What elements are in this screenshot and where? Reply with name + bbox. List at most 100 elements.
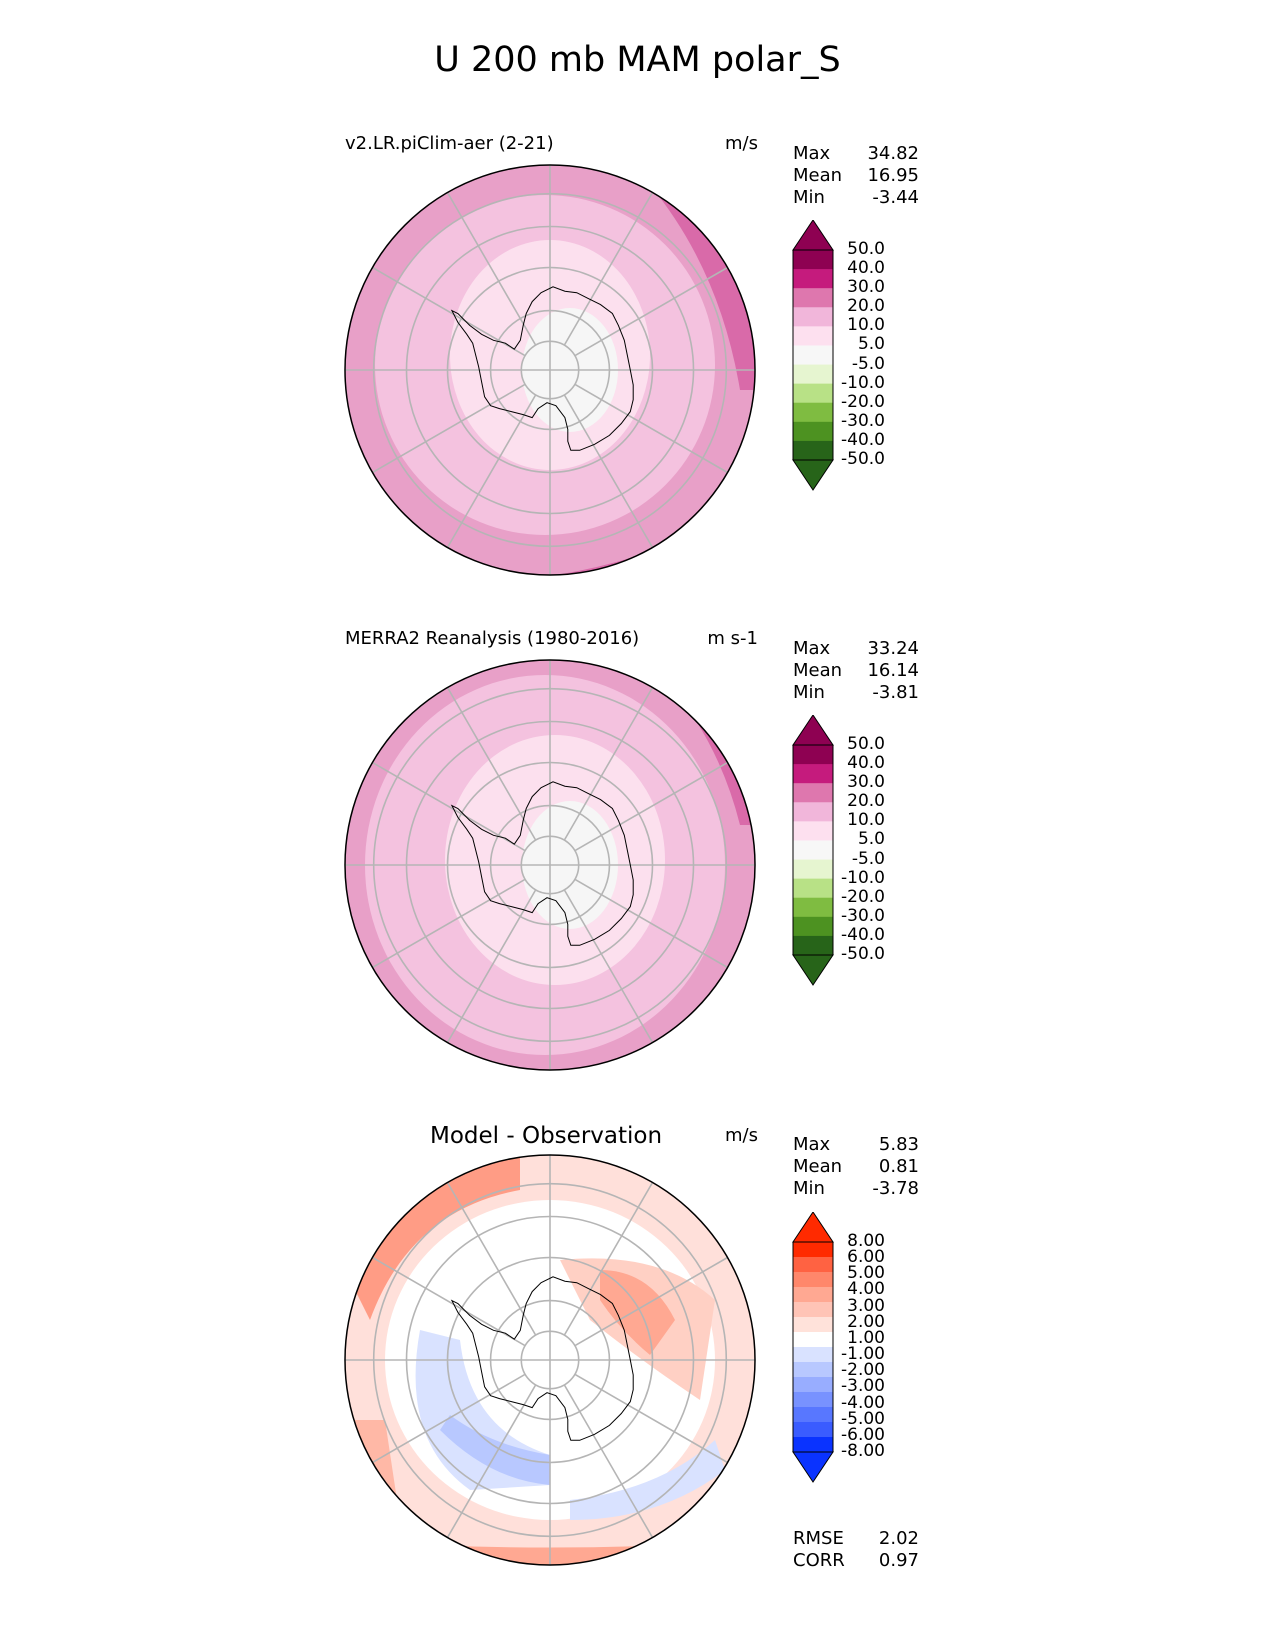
colorbar-tick-label: 1.00 [847, 1327, 885, 1348]
stat-row: Mean 16.14 [793, 660, 919, 682]
colorbar-tick-label: -1.00 [841, 1344, 885, 1365]
colorbar-bin [793, 1347, 833, 1363]
stat-row: Max 5.83 [793, 1134, 919, 1156]
contour-neg1-neg2 [570, 1440, 725, 1520]
colorbar-tick-label: -2.00 [841, 1360, 885, 1381]
colorbar-tick-label: -40.0 [841, 924, 885, 945]
units-label: m s-1 [707, 628, 758, 649]
map-boundary [344, 1154, 756, 1566]
colorbar-bin [793, 764, 833, 784]
stat-label: Min [793, 682, 825, 703]
colorbar-tick-label: -10.0 [841, 867, 885, 888]
figure-title: U 200 mb MAM polar_S [434, 40, 841, 80]
colorbar-tick-label: -30.0 [841, 905, 885, 926]
panel-title: Model - Observation [430, 1123, 663, 1149]
stat-label: Min [793, 1178, 825, 1199]
colorbar-tick-label: -4.00 [841, 1392, 885, 1413]
graticule [345, 165, 755, 575]
colorbar-bin [793, 345, 833, 366]
stat-label: RMSE [793, 1528, 844, 1549]
colorbar-tick-label: -5.00 [841, 1408, 885, 1429]
stat-row: CORR 0.97 [793, 1550, 919, 1572]
stat-row: Max 33.24 [793, 638, 919, 660]
colorbar-tick-label: 6.00 [847, 1247, 885, 1268]
stat-label: Mean [793, 660, 843, 681]
colorbar-bin [793, 1392, 833, 1408]
colorbar-tick-label: -3.00 [841, 1376, 885, 1397]
colorbar-tick-label: 2.00 [847, 1311, 885, 1332]
stats-box: Max 33.24 Mean 16.14 Min -3.81 [793, 638, 919, 704]
colorbar-bin [793, 1272, 833, 1288]
stat-value: 16.95 [867, 165, 919, 186]
colorbar-tick-label: -20.0 [841, 391, 885, 412]
stat-row: Max 34.82 [793, 143, 919, 165]
colorbar-bin [793, 269, 833, 289]
stat-value: 5.83 [878, 1134, 919, 1155]
colorbar-tick-label: 30.0 [847, 277, 885, 298]
colorbar-bin [793, 1302, 833, 1318]
stat-label: Mean [793, 165, 843, 186]
colorbar-tick-label: 30.0 [847, 772, 885, 793]
stat-value: 2.02 [878, 1528, 919, 1549]
colorbar-bin [793, 288, 833, 308]
colorbar-bin [793, 402, 833, 423]
stat-value: -3.81 [872, 682, 919, 703]
colorbar-bin [793, 307, 833, 327]
colorbar-tick-label: -50.0 [841, 449, 885, 469]
colorbar [792, 715, 834, 986]
polar-map [344, 164, 756, 576]
units-label: m/s [725, 1125, 758, 1146]
colorbar-tick-label: 50.0 [847, 239, 885, 259]
colorbar-bin [793, 1362, 833, 1378]
colorbar-tick-label: 20.0 [847, 296, 885, 317]
colorbar [792, 1212, 834, 1483]
colorbar-bin [793, 1242, 833, 1258]
colorbar-tick-label: 40.0 [847, 258, 885, 279]
colorbar-tick-label: -10.0 [841, 372, 885, 393]
colorbar-tick-label: 5.00 [847, 1263, 885, 1284]
stat-label: Max [793, 638, 831, 659]
antarctica-coastline [450, 781, 634, 946]
units-label: m/s [725, 133, 758, 154]
colorbar-tick-label: 50.0 [847, 734, 885, 754]
colorbar-bin [793, 840, 833, 861]
colorbar-bin [793, 897, 833, 918]
stat-value: 0.97 [878, 1550, 919, 1571]
colorbar-tick-label: 20.0 [847, 791, 885, 812]
antarctica-coastline [450, 1276, 634, 1441]
colorbar-tick-label: 5.0 [857, 334, 885, 355]
polar-map [344, 659, 756, 1071]
colorbar-tick-label: 8.00 [847, 1231, 885, 1251]
colorbar-tick-label: -5.0 [851, 353, 885, 374]
colorbar-bin [793, 1437, 833, 1453]
contour-3-5 [350, 1155, 520, 1320]
colorbar-bin [793, 878, 833, 899]
colorbar-bin [793, 859, 833, 880]
colorbar-tick-label: -50.0 [841, 944, 885, 964]
colorbar-tick-label: 3.00 [847, 1295, 885, 1316]
colorbar-tick-label: 4.00 [847, 1279, 885, 1300]
polar-map [344, 1154, 756, 1566]
contour-3-4 [600, 1270, 675, 1355]
colorbar-bin [793, 1407, 833, 1423]
colorbar-bin [793, 383, 833, 404]
stat-row: Min -3.44 [793, 187, 919, 209]
stat-value: 33.24 [867, 638, 919, 659]
map-boundary [344, 659, 756, 1071]
colorbar-bin [793, 821, 833, 841]
colorbar-bin [793, 364, 833, 385]
stat-label: Max [793, 1134, 831, 1155]
stat-row: Min -3.78 [793, 1178, 919, 1200]
contour-30-40 [650, 165, 755, 390]
contour-neg2-neg3 [440, 1415, 550, 1485]
colorbar-bin [793, 1332, 833, 1348]
colorbar-tick-label: 40.0 [847, 753, 885, 774]
stat-row: Mean 0.81 [793, 1156, 919, 1178]
colorbar-bin [793, 935, 833, 956]
stat-value: 16.14 [867, 660, 919, 681]
antarctica-coastline [450, 286, 634, 451]
stat-value: -3.78 [872, 1178, 919, 1199]
stat-label: Max [793, 143, 831, 164]
colorbar-bin [793, 440, 833, 461]
colorbar [792, 220, 834, 491]
